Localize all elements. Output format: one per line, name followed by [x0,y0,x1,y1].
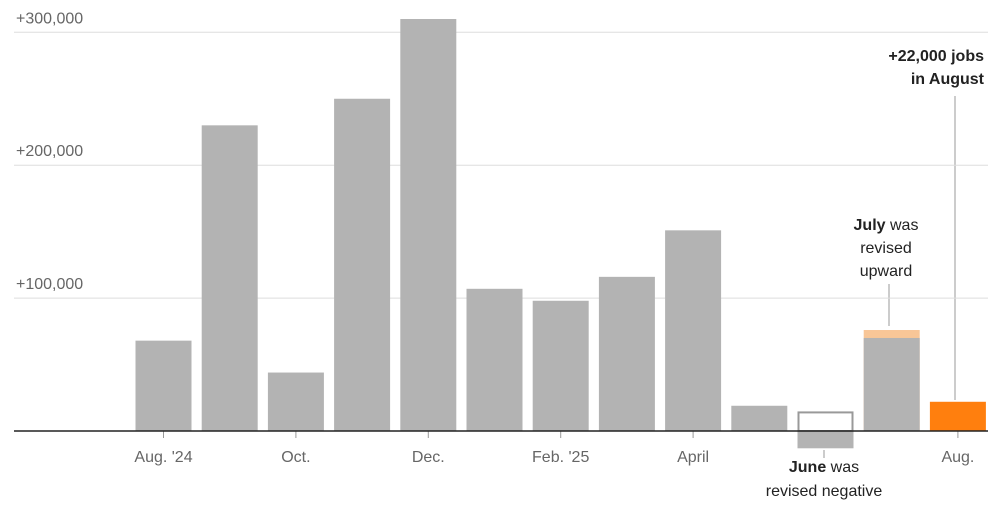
earlier-bar-outline [797,411,854,433]
july-annotation: July was revised upward [854,217,919,326]
bar [201,125,258,432]
y-tick-label: +100,000 [16,276,83,293]
x-tick-label: April [677,449,709,466]
annotation-bold: July [854,217,886,234]
annotation-text: upward [860,263,912,280]
annotation-text: in August [911,71,985,88]
annotation-text: revised [860,240,912,257]
x-tick-label: Oct. [281,449,310,466]
annotation-bold: June [789,459,826,476]
bar [731,405,788,432]
annotation-rest: was [889,217,918,234]
annotation-rest: was [830,459,859,476]
bar [929,401,986,432]
x-tick-label: Aug. [941,449,974,466]
x-tick-label: Dec. [412,449,445,466]
bar [665,230,722,432]
august-annotation: +22,000 jobs in August [888,48,985,400]
bar [400,19,457,432]
june-annotation: June was revised negative [766,450,883,500]
y-tick-label: +200,000 [16,143,83,160]
annotation-text: June was [789,459,859,476]
bar [797,431,854,449]
bar [598,276,655,432]
y-tick-label: +300,000 [16,10,83,27]
bar [334,98,391,432]
earlier-bar [863,337,920,432]
x-tick-label: Feb. '25 [532,449,589,466]
annotation-text: +22,000 jobs [888,48,984,65]
bar [135,340,192,432]
bar [267,372,324,432]
bar [532,300,589,432]
x-tick-label: Aug. '24 [134,449,192,466]
annotation-text: revised negative [766,483,883,500]
annotation-text: July was [854,217,919,234]
bar [466,288,523,432]
